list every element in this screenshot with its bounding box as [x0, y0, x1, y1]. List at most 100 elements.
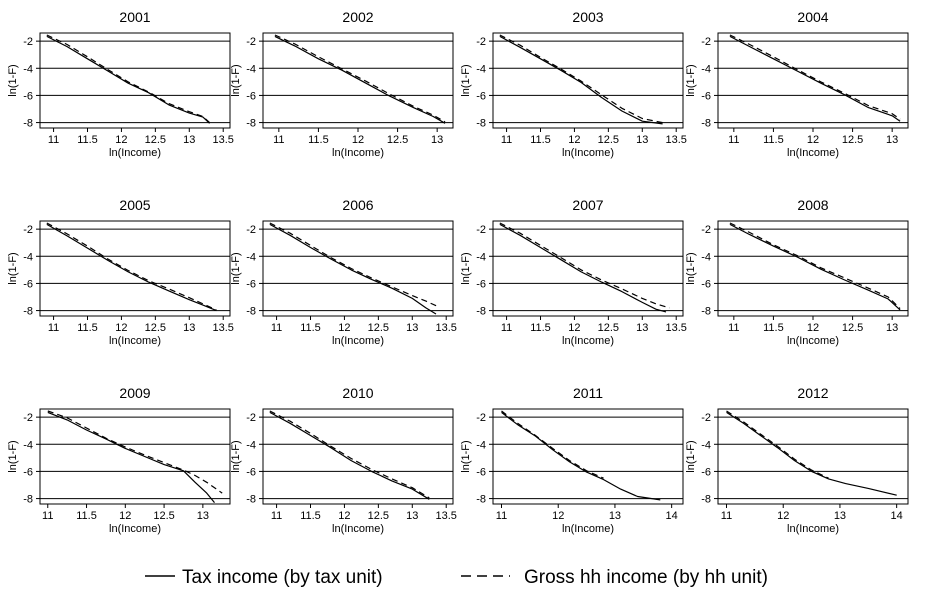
- series-line-gross-hh-income: [46, 222, 217, 311]
- x-tick-label: 11: [42, 510, 53, 522]
- panel: 2007 -2 -4 -6 -8 11 11.5 12 12.5 13 13.5 ln(Income)…: [460, 197, 687, 347]
- y-tick-label: -4: [23, 439, 33, 451]
- x-tick-label: 11.5: [530, 134, 551, 146]
- y-tick-label: -6: [701, 466, 711, 478]
- x-tick-label: 12: [338, 510, 350, 522]
- x-tick-label: 12: [338, 322, 350, 334]
- x-tick-label: 13: [183, 322, 195, 334]
- x-tick-label: 11: [501, 134, 512, 146]
- x-tick-label: 13.5: [213, 134, 234, 146]
- x-tick-label: 13.5: [436, 322, 457, 334]
- x-tick-label: 13: [406, 322, 418, 334]
- x-tick-label: 13.5: [666, 134, 687, 146]
- x-tick-label: 12.5: [153, 510, 174, 522]
- x-tick-label: 12: [777, 510, 789, 522]
- x-tick-label: 11.5: [76, 510, 97, 522]
- series-line-gross-hh-income: [269, 222, 440, 308]
- panel-grid: 2001 -2 -4 -6 -8 11 11.5 12 12.5 13 13.5 ln(Income)…: [7, 9, 909, 535]
- x-tick-label: 13: [197, 510, 209, 522]
- x-tick-label: 14: [666, 510, 678, 522]
- y-tick-label: -4: [23, 63, 33, 75]
- series-line-gross-hh-income: [726, 410, 829, 479]
- x-tick-label: 11.5: [300, 510, 321, 522]
- series-line-tax-income: [274, 35, 446, 124]
- x-axis-label: ln(Income): [787, 523, 839, 535]
- series-line-tax-income: [726, 411, 897, 496]
- plot-frame: [262, 32, 454, 129]
- series-line-tax-income: [46, 223, 217, 312]
- x-axis-label: ln(Income): [332, 523, 384, 535]
- y-axis-label: ln(1-F): [230, 252, 242, 284]
- panel-title: 2003: [572, 9, 603, 25]
- y-axis-label: ln(1-F): [685, 64, 697, 96]
- y-tick-label: -8: [246, 118, 256, 130]
- x-axis-label: ln(Income): [562, 335, 614, 347]
- series-line-gross-hh-income: [46, 34, 211, 124]
- series-line-tax-income: [269, 411, 430, 500]
- legend-label-gross-hh-income: Gross hh income (by hh unit): [524, 567, 768, 588]
- y-tick-label: -6: [246, 90, 256, 102]
- panel: 2012 -2 -4 -6 -8 11 12 13 14 ln(Income) ln(1-F): [685, 385, 909, 535]
- plot-frame: [492, 220, 684, 317]
- x-tick-label: 11: [273, 134, 284, 146]
- series-line-gross-hh-income: [274, 34, 446, 123]
- x-axis-label: ln(Income): [109, 335, 161, 347]
- series-line-gross-hh-income: [729, 222, 901, 309]
- x-tick-label: 13: [431, 134, 443, 146]
- x-tick-label: 12: [119, 510, 131, 522]
- y-tick-label: -4: [23, 251, 33, 263]
- x-tick-label: 14: [891, 510, 903, 522]
- x-tick-label: 12.5: [145, 134, 166, 146]
- y-tick-label: -4: [476, 439, 486, 451]
- x-axis-label: ln(Income): [787, 335, 839, 347]
- y-tick-label: -8: [23, 494, 33, 506]
- x-tick-label: 12: [115, 322, 127, 334]
- x-tick-label: 11: [48, 134, 59, 146]
- y-axis-label: ln(1-F): [230, 64, 242, 96]
- legend: Tax income (by tax unit) Gross hh income…: [145, 567, 768, 588]
- x-tick-label: 11.5: [530, 322, 551, 334]
- y-tick-label: -8: [23, 118, 33, 130]
- plot-frame: [39, 32, 231, 129]
- y-tick-label: -6: [476, 90, 486, 102]
- y-tick-label: -6: [701, 90, 711, 102]
- x-tick-label: 11.5: [763, 322, 784, 334]
- x-tick-label: 11.5: [77, 134, 98, 146]
- x-tick-label: 12: [352, 134, 364, 146]
- y-axis-label: ln(1-F): [460, 64, 472, 96]
- x-tick-label: 11: [48, 322, 59, 334]
- y-tick-label: -2: [23, 36, 33, 48]
- x-tick-label: 12: [115, 134, 127, 146]
- panel-title: 2009: [119, 385, 150, 401]
- panel-title: 2005: [119, 197, 150, 213]
- panel: 2008 -2 -4 -6 -8 11 11.5 12 12.5 13 ln(Income) ln(1…: [685, 197, 909, 347]
- panel-title: 2012: [797, 385, 828, 401]
- x-tick-label: 12: [807, 322, 819, 334]
- x-tick-label: 12.5: [368, 510, 389, 522]
- series-line-gross-hh-income: [499, 222, 670, 309]
- panel: 2005 -2 -4 -6 -8 11 11.5 12 12.5 13 13.5 ln(Income)…: [7, 197, 234, 347]
- panel: 2003 -2 -4 -6 -8 11 11.5 12 12.5 13 13.5 ln(Income)…: [460, 9, 687, 159]
- series-line-tax-income: [729, 35, 901, 122]
- series-line-tax-income: [501, 411, 661, 501]
- y-tick-label: -4: [246, 251, 256, 263]
- y-tick-label: -8: [246, 494, 256, 506]
- series-line-gross-hh-income: [729, 34, 901, 120]
- panel-title: 2001: [119, 9, 150, 25]
- panel-title: 2008: [797, 197, 828, 213]
- series-line-gross-hh-income: [269, 410, 430, 499]
- x-tick-label: 11: [721, 510, 732, 522]
- y-tick-label: -2: [701, 412, 711, 424]
- panel-title: 2006: [342, 197, 373, 213]
- plot-frame: [717, 32, 909, 129]
- y-axis-label: ln(1-F): [7, 440, 19, 472]
- x-tick-label: 13: [636, 134, 648, 146]
- panel-title: 2011: [573, 385, 603, 401]
- x-tick-label: 11.5: [308, 134, 329, 146]
- x-tick-label: 13.5: [436, 510, 457, 522]
- panel: 2011 -2 -4 -6 -8 11 12 13 14 ln(Income) ln(1-F): [460, 385, 684, 535]
- y-tick-label: -6: [701, 278, 711, 290]
- x-tick-label: 12.5: [842, 134, 863, 146]
- x-tick-label: 11.5: [763, 134, 784, 146]
- panel-title: 2002: [342, 9, 373, 25]
